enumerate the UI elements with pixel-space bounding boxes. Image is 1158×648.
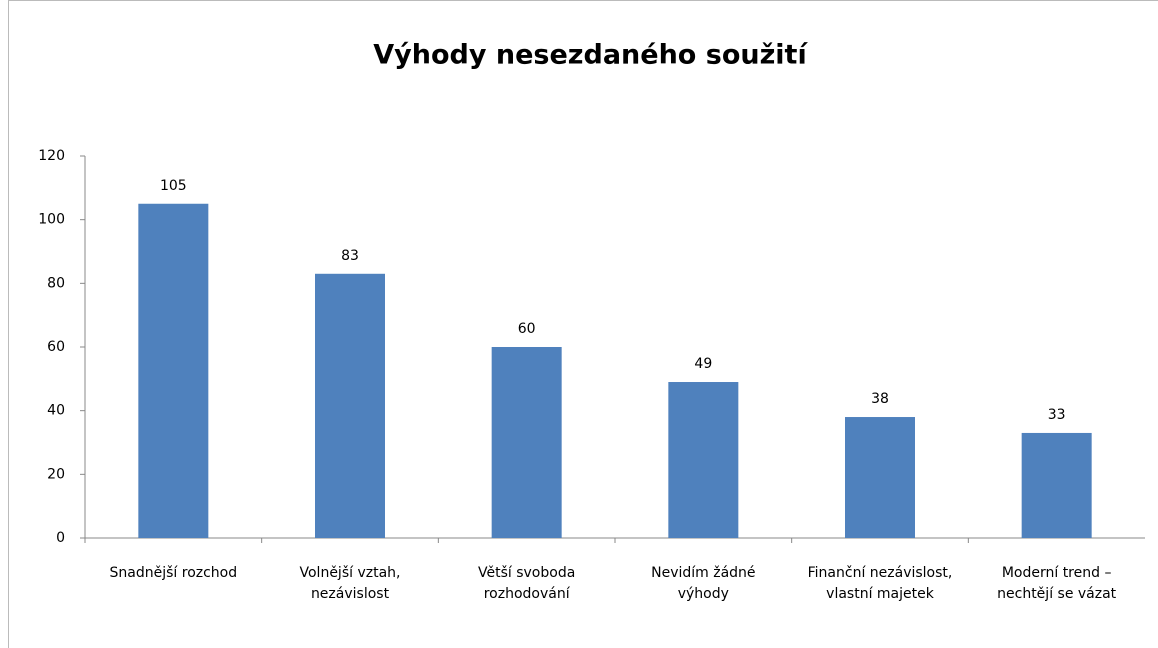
- bar: [1021, 432, 1092, 538]
- bar: [315, 273, 385, 538]
- x-tick-label: Volnější vztah, nezávislost: [299, 565, 401, 602]
- x-tick-label: Snadnější rozchod: [109, 565, 238, 581]
- y-tick-label: 80: [47, 275, 65, 291]
- bar: [138, 203, 209, 538]
- bar: [668, 382, 739, 538]
- bar: [845, 417, 915, 538]
- y-tick-label: 60: [47, 339, 65, 355]
- y-tick-label: 100: [38, 212, 65, 228]
- data-label: 105: [160, 178, 187, 194]
- y-tick-label: 40: [47, 403, 65, 419]
- y-tick-label: 120: [38, 148, 65, 164]
- data-label: 83: [341, 248, 359, 264]
- y-tick-label: 0: [56, 530, 65, 546]
- bar: [491, 347, 562, 538]
- chart-border: [8, 0, 1158, 648]
- chart-title: Výhody nesezdaného soužití: [373, 40, 808, 71]
- x-tick-label: Moderní trend – nechtějí se vázat: [997, 565, 1117, 602]
- data-label: 33: [1048, 407, 1066, 423]
- data-label: 49: [694, 356, 712, 372]
- data-label: 38: [871, 391, 889, 407]
- y-tick-label: 20: [47, 466, 65, 482]
- x-tick-label: Větší svoboda rozhodování: [478, 565, 576, 602]
- x-tick-label: Nevidím žádné výhody: [651, 565, 756, 602]
- data-label: 60: [518, 321, 536, 337]
- x-tick-label: Finanční nezávislost, vlastní majetek: [807, 565, 953, 602]
